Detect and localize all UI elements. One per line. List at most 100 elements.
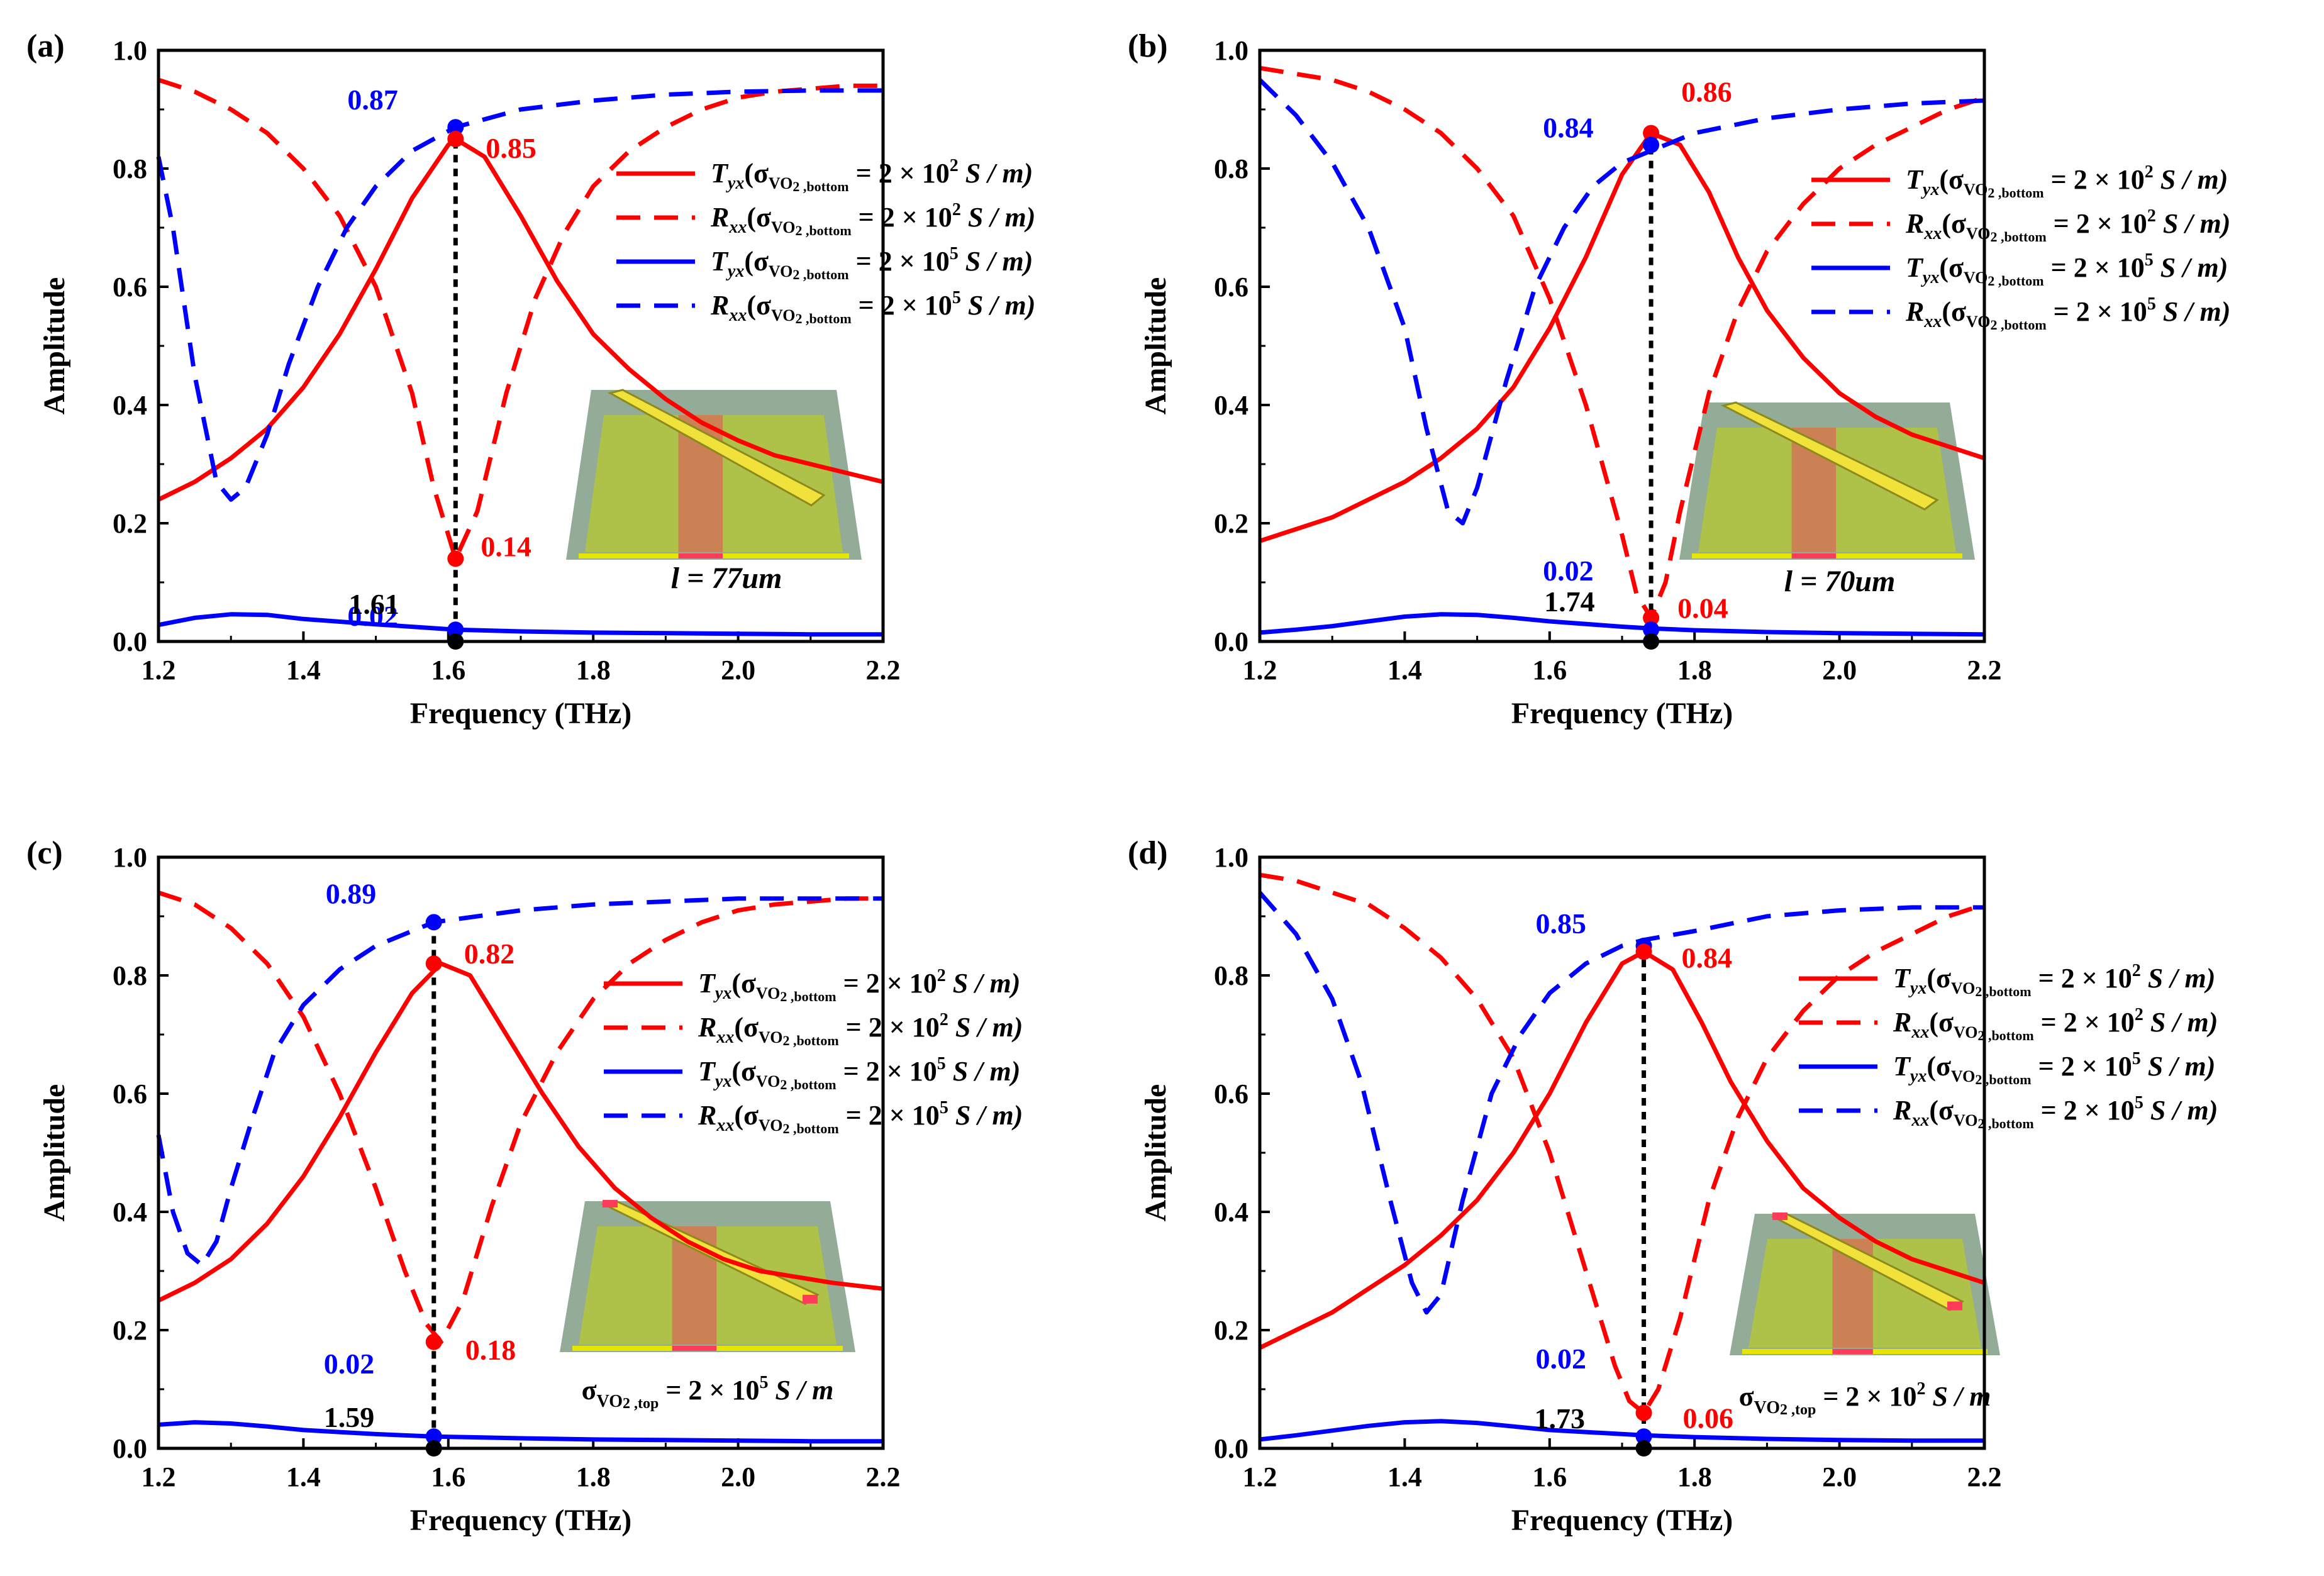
legend-unit: S / m): [959, 158, 1033, 189]
data-label: 0.02: [1536, 1343, 1587, 1375]
inset-vo2-tip: [803, 1294, 818, 1304]
y-tick-label: 0.6: [113, 272, 147, 302]
legend-unit: S / m): [961, 202, 1036, 233]
y-tick-label: 1.0: [113, 842, 147, 873]
data-label: 0.02: [324, 1348, 375, 1380]
legend-exp: 2: [2135, 1005, 2143, 1024]
legend-equals: = 2 × 10: [849, 158, 950, 189]
legend-subscript: xx: [728, 218, 747, 237]
legend-open: (: [747, 202, 756, 233]
legend-equals: = 2 × 10: [2032, 1051, 2132, 1082]
legend-cond: VO: [1951, 1067, 1975, 1085]
legend-entry: Tyx(σVO2 ,bottom = 2 × 105 S / m): [1893, 1049, 2215, 1087]
data-label: 0.86: [1681, 76, 1732, 108]
x-tick-label: 1.2: [1243, 655, 1277, 685]
series-line-blue-solid: [1259, 612, 1985, 637]
legend-cond: VO: [769, 262, 792, 280]
y-axis-title: Amplitude: [38, 1084, 71, 1222]
x-tick-label: 1.6: [1532, 1462, 1567, 1492]
legend-exp: 5: [937, 1054, 946, 1074]
y-tick-label: 0.4: [113, 1197, 147, 1228]
series-line-blue-dashed: [156, 88, 883, 502]
legend-exp: 2: [940, 1010, 948, 1029]
inset-caption-sub2: 2 ,top: [1780, 1402, 1816, 1418]
panel-a: 1.2 1.4 1.6 1.8 2.0 2.2 0.0 0.2 0.4 0.6 0.8 1.0 Freq…: [26, 28, 1035, 730]
legend-cond: VO: [1964, 269, 1988, 287]
legend-sigma: σ: [1936, 963, 1951, 994]
legend-unit: S / m): [2141, 1051, 2216, 1082]
frequency-label: 1.74: [1544, 585, 1595, 618]
legend-exp: 2: [2147, 206, 2156, 226]
legend-unit: S / m): [2141, 963, 2216, 994]
frequency-label: 1.61: [348, 588, 399, 620]
legend-subscript: xx: [1911, 1111, 1929, 1130]
legend-subscript: xx: [716, 1028, 734, 1047]
x-tick-label: 1.2: [142, 655, 176, 685]
legend-equals: = 2 × 10: [2047, 208, 2147, 239]
legend-open: (: [1929, 1095, 1938, 1126]
series-line-blue-solid: [158, 612, 883, 637]
legend-equals: = 2 × 10: [2044, 164, 2145, 195]
legend-entry: Tyx(σVO2 ,bottom = 2 × 105 S / m): [711, 244, 1033, 282]
panel-d: 1.2 1.4 1.6 1.8 2.0 2.2 0.0 0.2 0.4 0.6 0.8 1.0 Freq…: [1128, 835, 2218, 1537]
legend-symbol: T: [698, 1056, 716, 1087]
legend: Tyx(σVO2 ,bottom = 2 × 102 S / m)Rxx(σVO…: [1799, 961, 2218, 1131]
legend-sigma: σ: [1949, 164, 1964, 195]
series-line-red-dashed: [1259, 872, 1986, 1416]
legend-cond: VO: [769, 174, 792, 192]
legend-unit: S / m): [946, 1056, 1021, 1087]
legend-equals: = 2 × 10: [852, 290, 952, 321]
legend-exp: 5: [950, 244, 959, 264]
inset-caption-sub2: 2 ,top: [623, 1396, 659, 1412]
legend-sigma: σ: [741, 968, 756, 999]
legend-cond-sub: 2 ,bottom: [1990, 317, 2046, 333]
legend-sigma: σ: [1938, 1007, 1954, 1038]
legend-unit: S / m): [959, 246, 1033, 277]
legend-cond: VO: [756, 984, 780, 1002]
legend-cond: VO: [1964, 180, 1988, 199]
legend-cond-sub: 2 ,bottom: [1975, 984, 2031, 999]
inset-schematic: [1730, 1213, 2000, 1355]
legend-symbol: T: [1906, 164, 1924, 195]
x-tick-label: 1.4: [286, 655, 321, 685]
legend-unit: S / m): [2154, 252, 2228, 283]
legend-entry: Tyx(σVO2 ,bottom = 2 × 102 S / m): [1906, 162, 2228, 201]
legend-subscript: yx: [713, 984, 731, 1003]
legend-entry: Rxx(σVO2 ,bottom = 2 × 105 S / m): [698, 1098, 1023, 1136]
legend-sigma: σ: [743, 1100, 759, 1131]
legend-equals: = 2 × 10: [2044, 252, 2145, 283]
inset-caption: l = 77um: [671, 562, 782, 595]
legend-exp: 2: [2145, 162, 2154, 182]
legend-equals: = 2 × 10: [837, 968, 937, 999]
legend-sigma: σ: [756, 290, 771, 321]
y-tick-label: 0.4: [113, 390, 147, 421]
legend-sigma: σ: [741, 1056, 756, 1087]
legend-subscript: yx: [1921, 180, 1939, 199]
inset-caption-value: = 2 × 10: [659, 1375, 759, 1406]
legend-symbol: R: [710, 202, 729, 233]
data-point-marker: [425, 1333, 442, 1350]
legend-equals: = 2 × 10: [849, 246, 950, 277]
legend-sigma: σ: [743, 1012, 759, 1043]
legend-symbol: T: [1893, 963, 1911, 994]
data-point-marker: [1635, 1404, 1652, 1421]
y-tick-label: 0.4: [1214, 1197, 1248, 1228]
panel-c: 1.2 1.4 1.6 1.8 2.0 2.2 0.0 0.2 0.4 0.6 0.8 1.0 Freq…: [26, 835, 1023, 1537]
legend: Tyx(σVO2 ,bottom = 2 × 102 S / m)Rxx(σVO…: [1811, 162, 2230, 333]
x-axis-title: Frequency (THz): [1511, 1504, 1733, 1537]
inset-caption-sigma: σ: [582, 1375, 597, 1406]
x-tick-label: 2.2: [1967, 1462, 2002, 1492]
legend-symbol: R: [1905, 208, 1924, 239]
legend-open: (: [1939, 252, 1949, 283]
data-label: 0.02: [347, 600, 398, 632]
y-axis-title: Amplitude: [1139, 277, 1172, 415]
legend-open: (: [744, 158, 753, 189]
legend-cond-sub: 2 ,bottom: [780, 1077, 836, 1092]
inset-caption-sub: VO: [1754, 1398, 1780, 1418]
y-tick-label: 0.6: [113, 1079, 147, 1109]
legend-cond: VO: [1954, 1111, 1977, 1129]
x-axis-title: Frequency (THz): [410, 1504, 631, 1537]
x-tick-label: 1.4: [1387, 1462, 1422, 1492]
legend-open: (: [1929, 1007, 1938, 1038]
